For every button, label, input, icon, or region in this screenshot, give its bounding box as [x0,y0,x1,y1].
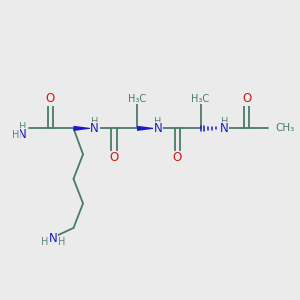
Text: N: N [18,128,27,141]
Text: N: N [154,122,162,135]
Text: H₃C: H₃C [191,94,210,104]
Text: CH₃: CH₃ [276,123,295,134]
Text: N: N [90,122,99,135]
Text: H: H [12,130,20,140]
Text: H: H [58,237,66,247]
Text: N: N [49,232,58,244]
Polygon shape [137,126,157,131]
Text: N: N [220,122,229,135]
Text: O: O [46,92,55,105]
Text: H: H [19,122,26,132]
Polygon shape [74,126,94,131]
Text: H₃C: H₃C [128,94,146,104]
Text: H: H [221,117,228,127]
Text: O: O [109,151,119,164]
Text: H: H [154,117,162,127]
Text: H: H [41,237,48,247]
Text: H: H [91,117,98,127]
Text: O: O [242,92,251,105]
Text: O: O [173,151,182,164]
